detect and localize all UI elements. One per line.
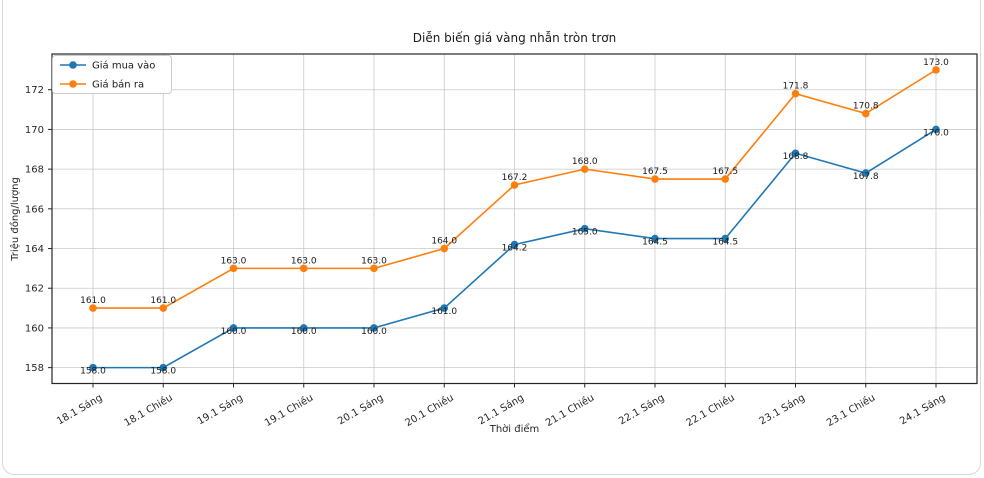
chart-title: Diễn biến giá vàng nhẫn tròn trơn — [412, 31, 617, 45]
legend-swatch-marker — [69, 80, 77, 88]
data-point-marker — [580, 165, 589, 173]
y-tick-label: 170 — [25, 125, 44, 136]
data-point-marker — [159, 304, 168, 312]
x-tick-label: 23.1 Chiều — [824, 392, 877, 429]
legend-swatch-marker — [69, 61, 77, 69]
point-label: 164.5 — [712, 238, 738, 248]
data-point-marker — [721, 234, 730, 243]
x-tick-label: 22.1 Sáng — [617, 392, 667, 428]
y-tick-label: 172 — [25, 85, 44, 96]
x-tick-label: 21.1 Sáng — [476, 392, 526, 428]
data-point-marker — [370, 264, 378, 273]
x-tick-label: 19.1 Chiều — [262, 392, 315, 429]
data-point-marker — [299, 264, 308, 273]
y-tick-label: 158 — [25, 363, 44, 374]
point-label: 167.2 — [502, 173, 528, 183]
legend-label: Giá bán ra — [92, 79, 144, 91]
data-point-marker — [791, 89, 800, 98]
point-label: 158.0 — [150, 367, 176, 377]
data-point-marker — [510, 181, 519, 189]
y-tick-label: 166 — [25, 204, 44, 215]
point-label: 160.0 — [291, 327, 317, 337]
y-tick-label: 164 — [25, 244, 44, 255]
x-tick-label: 20.1 Sáng — [336, 392, 386, 428]
x-tick-label: 22.1 Chiều — [684, 392, 737, 429]
data-point-marker — [89, 363, 97, 372]
point-label: 168.8 — [783, 152, 809, 162]
y-tick-label: 168 — [25, 165, 44, 176]
data-point-marker — [229, 264, 238, 273]
x-tick-label: 18.1 Chiều — [122, 392, 175, 429]
data-point-marker — [651, 234, 659, 243]
data-point-marker — [370, 324, 378, 332]
point-label: 160.0 — [361, 327, 387, 337]
data-point-marker — [89, 304, 97, 312]
point-label: 164.0 — [431, 237, 457, 247]
x-tick-label: 20.1 Chiều — [403, 392, 456, 429]
x-tick-label: 24.1 Sáng — [898, 392, 948, 428]
point-label: 173.0 — [923, 58, 949, 68]
point-label: 164.2 — [502, 244, 528, 254]
data-point-marker — [440, 304, 449, 312]
point-label: 161.0 — [80, 296, 106, 306]
data-point-marker — [580, 224, 589, 233]
point-label: 167.5 — [642, 167, 668, 177]
data-point-marker — [159, 363, 168, 372]
point-label: 163.0 — [361, 256, 387, 266]
point-label: 170.8 — [853, 102, 879, 112]
point-label: 164.5 — [642, 238, 668, 248]
x-tick-label: 19.1 Sáng — [195, 392, 245, 428]
data-point-marker — [229, 324, 238, 332]
point-label: 161.0 — [431, 307, 457, 317]
data-point-marker — [440, 244, 449, 253]
y-tick-label: 162 — [25, 284, 44, 295]
x-tick-label: 23.1 Sáng — [757, 392, 807, 428]
data-point-marker — [721, 175, 730, 183]
x-tick-label: 18.1 Sáng — [55, 392, 105, 428]
x-axis-label: Thời điểm — [489, 424, 540, 435]
point-label: 170.0 — [923, 128, 949, 138]
legend-label: Giá mua vào — [92, 60, 155, 72]
point-label: 158.0 — [80, 367, 106, 377]
point-label: 163.0 — [221, 256, 247, 266]
point-label: 167.8 — [853, 172, 879, 182]
data-point-marker — [932, 66, 940, 74]
data-point-marker — [651, 175, 659, 183]
data-point-marker — [861, 169, 870, 177]
point-label: 168.0 — [572, 157, 598, 167]
point-label: 165.0 — [572, 228, 598, 238]
x-tick-label: 21.1 Chiều — [543, 392, 596, 429]
point-label: 161.0 — [150, 296, 176, 306]
y-tick-label: 160 — [25, 323, 44, 334]
data-point-marker — [861, 109, 870, 118]
point-label: 167.5 — [712, 167, 738, 177]
data-point-marker — [791, 149, 800, 158]
point-label: 163.0 — [291, 256, 317, 266]
data-point-marker — [299, 324, 308, 332]
data-point-marker — [932, 125, 940, 134]
point-label: 171.8 — [783, 82, 809, 92]
point-label: 160.0 — [221, 327, 247, 337]
data-point-marker — [510, 240, 519, 249]
